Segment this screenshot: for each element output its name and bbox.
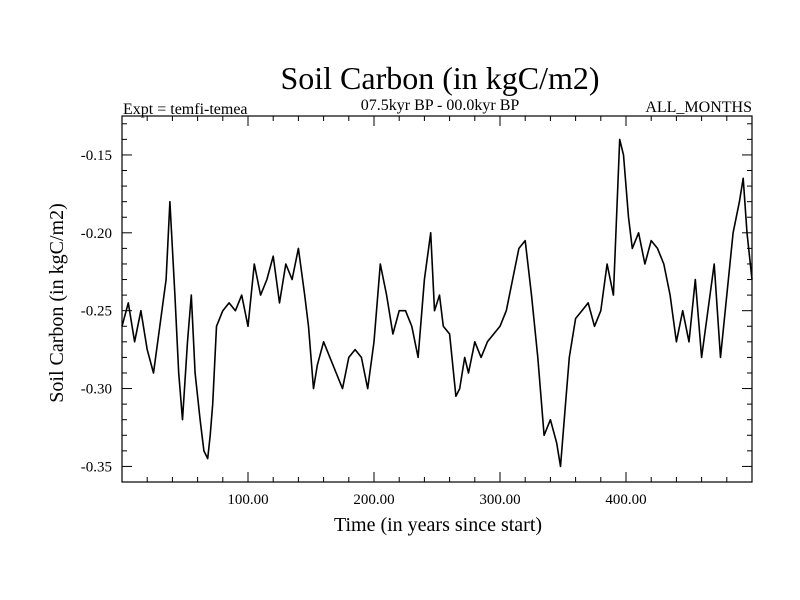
- plot-frame: [121, 115, 753, 483]
- x-tick-label: 200.00: [353, 492, 394, 508]
- y-tick-label: -0.35: [81, 459, 112, 475]
- y-tick-label: -0.15: [81, 148, 112, 164]
- ticks-layer: 100.00 200.00 300.00 400.00 -0.35 -0.30 -0.25 -…: [81, 116, 752, 508]
- months-label: ALL_MONTHS: [645, 99, 752, 116]
- x-axis-label: Time (in years since start): [334, 514, 542, 536]
- experiment-label: Expt = temfi-temea: [123, 101, 248, 118]
- y-tick-label: -0.20: [81, 226, 112, 242]
- y-tick-label: -0.30: [81, 382, 112, 398]
- chart-title: Soil Carbon (in kgC/m2): [280, 60, 599, 96]
- y-axis-label: Soil Carbon (in kgC/m2): [46, 203, 68, 402]
- x-tick-label: 100.00: [227, 492, 268, 508]
- chart-subtitle: 07.5kyr BP - 00.0kyr BP: [361, 97, 520, 114]
- y-tick-label: -0.25: [81, 304, 112, 320]
- x-tick-label: 300.00: [479, 492, 520, 508]
- series-layer: [121, 138, 753, 468]
- series-line: [121, 138, 753, 468]
- x-tick-label: 400.00: [605, 492, 646, 508]
